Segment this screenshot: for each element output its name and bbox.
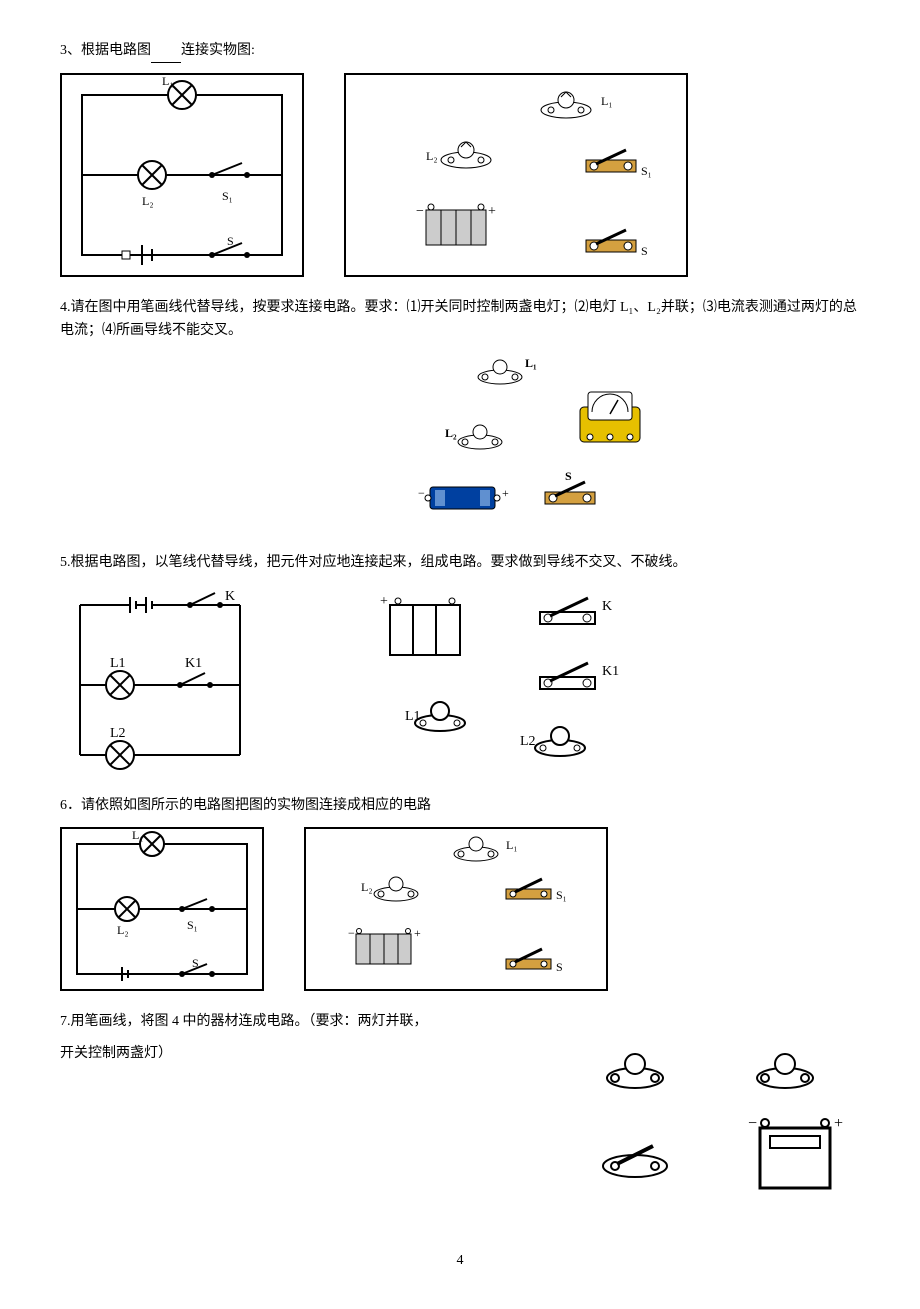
- q5p-l2: L2: [520, 734, 536, 749]
- q6-row: L₁ L₂ S₁ S: [60, 827, 860, 991]
- q3-text: 3、根据电路图 连接实物图:: [60, 40, 860, 63]
- q3p-s1: S₁: [641, 164, 652, 178]
- q5-text: 5.根据电路图，以笔线代替导线，把元件对应地连接起来，组成电路。要求做到导线不交…: [60, 552, 860, 574]
- q5-k: K: [225, 589, 235, 604]
- q6p-l1: L₁: [506, 838, 518, 852]
- q5-l1: L1: [110, 656, 126, 671]
- svg-text:−: −: [418, 486, 425, 500]
- q3-physical-diagram: L₁ L₂ S₁: [344, 73, 688, 277]
- svg-text:−: −: [348, 926, 355, 940]
- q3p-l1: L₁: [601, 94, 613, 108]
- q4-physical-diagram: L₁ L₂: [380, 352, 860, 532]
- q5-physical-diagram: + K K1: [360, 585, 660, 775]
- q5-circuit-svg: K L1 K1 L2: [60, 585, 260, 775]
- q4-text: 4.请在图中用笔画线代替导线，按要求连接电路。要求：⑴开关同时控制两盏电灯；⑵电…: [60, 297, 860, 342]
- q3-circuit-svg: L₁ L₂ S₁ S: [62, 75, 302, 275]
- question-6: 6．请依照如图所示的电路图把图的实物图连接成相应的电路 L₁ L₂ S₁: [60, 795, 860, 991]
- page-number: 4: [60, 1253, 860, 1269]
- q5-k1: K1: [185, 656, 202, 671]
- q3-row: L₁ L₂ S₁ S: [60, 73, 860, 277]
- svg-text:−: −: [748, 1115, 757, 1132]
- q6-physical-diagram: L₁ L₂ S₁: [304, 827, 608, 991]
- q5p-l1: L1: [405, 709, 421, 724]
- q7-physical-svg: − +: [580, 1043, 860, 1213]
- question-5: 5.根据电路图，以笔线代替导线，把元件对应地连接起来，组成电路。要求做到导线不交…: [60, 552, 860, 774]
- q3-prefix: 3、根据电路图: [60, 43, 151, 58]
- q5-l2: L2: [110, 726, 126, 741]
- svg-text:−: −: [416, 204, 424, 219]
- q5-physical-svg: + K K1: [360, 585, 660, 775]
- q6-l2: L₂: [117, 923, 129, 937]
- q5-row: K L1 K1 L2: [60, 585, 860, 775]
- q6p-s: S: [556, 960, 563, 974]
- svg-text:+: +: [414, 926, 421, 940]
- svg-text:+: +: [380, 594, 388, 609]
- q7-text2: 开关控制两盏灯）: [60, 1043, 540, 1065]
- q3-l2-label: L₂: [142, 194, 154, 208]
- q4-l2: L₂: [445, 426, 457, 440]
- q6p-s1: S₁: [556, 888, 567, 902]
- q6-l1: L₁: [132, 829, 144, 842]
- q6-circuit-diagram: L₁ L₂ S₁ S: [60, 827, 264, 991]
- question-4: 4.请在图中用笔画线代替导线，按要求连接电路。要求：⑴开关同时控制两盏电灯；⑵电…: [60, 297, 860, 532]
- q7-physical-diagram: − +: [580, 1043, 860, 1213]
- svg-text:+: +: [502, 486, 509, 500]
- q5p-k1: K1: [602, 664, 619, 679]
- q7-text1: 7.用笔画线，将图 4 中的器材连成电路。（要求：两灯并联，: [60, 1011, 860, 1033]
- q4-physical-svg: L₁ L₂: [380, 352, 660, 532]
- q3-s-label: S: [227, 234, 234, 248]
- q3p-s: S: [641, 244, 648, 258]
- q6p-l2: L₂: [361, 880, 373, 894]
- svg-text:+: +: [488, 204, 496, 219]
- q6-s: S: [192, 956, 199, 970]
- q5-circuit-diagram: K L1 K1 L2: [60, 585, 260, 775]
- q3-circuit-diagram: L₁ L₂ S₁ S: [60, 73, 304, 277]
- question-7: 7.用笔画线，将图 4 中的器材连成电路。（要求：两灯并联， 开关控制两盏灯）: [60, 1011, 860, 1213]
- q3p-l2: L₂: [426, 149, 438, 163]
- q3-physical-svg: L₁ L₂ S₁: [346, 75, 686, 275]
- q3-blank: [151, 40, 181, 63]
- q3-suffix: 连接实物图:: [181, 43, 255, 58]
- q3-l1-label: L₁: [162, 75, 174, 88]
- q5p-k: K: [602, 599, 612, 614]
- q4-l1: L₁: [525, 356, 537, 370]
- q6-physical-svg: L₁ L₂ S₁: [306, 829, 606, 989]
- question-3: 3、根据电路图 连接实物图: L₁ L₂ S₁: [60, 40, 860, 277]
- q6-s1: S₁: [187, 918, 198, 932]
- svg-text:+: +: [834, 1115, 843, 1132]
- q3-s1-label: S₁: [222, 189, 233, 203]
- q4-s: S: [565, 469, 572, 483]
- q6-text: 6．请依照如图所示的电路图把图的实物图连接成相应的电路: [60, 795, 860, 817]
- q6-circuit-svg: L₁ L₂ S₁ S: [62, 829, 262, 989]
